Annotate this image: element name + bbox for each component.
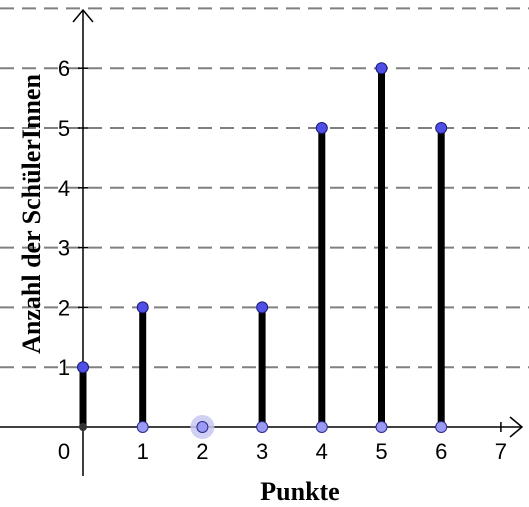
bar-base-point-0 [79,423,87,431]
bar-top-point-0 [77,361,89,374]
x-axis-arrow [509,416,524,438]
bars [77,62,448,439]
x-tick-label-1: 1 [137,439,149,464]
bar-base-point-2 [196,421,209,433]
y-tick-label-1: 1 [58,355,70,380]
bar-base-point-5 [375,421,388,433]
grid-lines [0,7,529,369]
x-tick-label-3: 3 [256,439,268,464]
bar-top-point-6 [435,122,448,134]
x-tick-label-0: 0 [58,439,70,464]
y-axis-arrow [72,8,94,23]
y-tick-label-4: 4 [58,176,70,201]
y-tick-label-5: 5 [58,116,70,141]
x-axis-title: Punkte [260,477,339,506]
bar-base-point-6 [435,421,448,433]
x-tick-label-5: 5 [375,439,387,464]
bar-top-point-5 [375,62,388,75]
y-tick-label-3: 3 [58,236,70,261]
y-axis-title: Anzahl der SchülerInnen [17,74,46,354]
x-tick-label-4: 4 [316,439,328,464]
x-tick-label-7: 7 [495,439,507,464]
bar-top-point-3 [256,301,269,314]
bar-base-point-4 [315,421,328,433]
bar-top-point-1 [136,301,149,314]
bar-base-point-1 [136,421,149,433]
tick-labels: 0 1 2 3 4 5 6 7 1 2 3 4 5 6 [58,56,507,464]
bar-base-point-3 [256,421,269,433]
bar-top-point-4 [315,122,328,134]
x-tick-label-6: 6 [435,439,447,464]
y-tick-label-2: 2 [58,295,70,320]
x-tick-label-2: 2 [196,439,208,464]
y-tick-label-6: 6 [58,56,70,81]
